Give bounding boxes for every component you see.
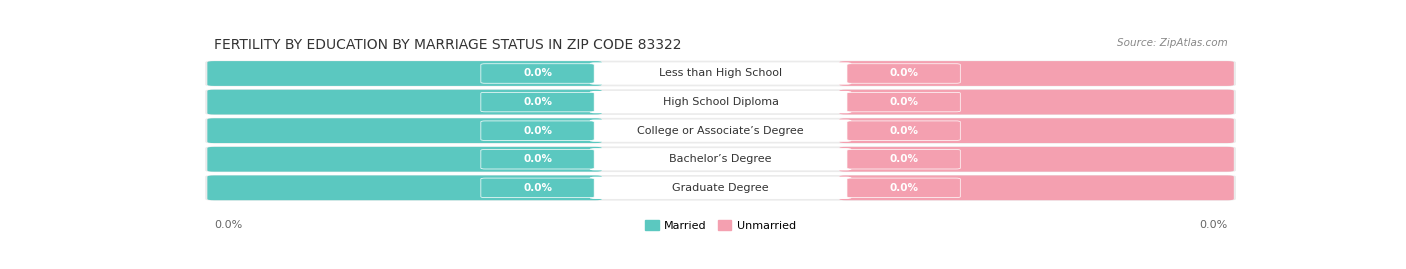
FancyBboxPatch shape — [839, 175, 1234, 200]
FancyBboxPatch shape — [481, 92, 595, 112]
Text: 0.0%: 0.0% — [889, 154, 918, 164]
FancyBboxPatch shape — [591, 91, 852, 113]
Text: Less than High School: Less than High School — [659, 69, 782, 79]
FancyBboxPatch shape — [846, 178, 960, 198]
Text: College or Associate’s Degree: College or Associate’s Degree — [637, 126, 804, 136]
FancyBboxPatch shape — [481, 178, 595, 198]
FancyBboxPatch shape — [205, 89, 1236, 115]
Text: 0.0%: 0.0% — [889, 69, 918, 79]
FancyBboxPatch shape — [839, 118, 1234, 143]
Text: 0.0%: 0.0% — [523, 69, 553, 79]
Text: High School Diploma: High School Diploma — [662, 97, 779, 107]
Text: 0.0%: 0.0% — [1199, 220, 1227, 230]
FancyBboxPatch shape — [591, 62, 852, 85]
Text: Source: ZipAtlas.com: Source: ZipAtlas.com — [1116, 38, 1227, 48]
FancyBboxPatch shape — [207, 90, 602, 115]
FancyBboxPatch shape — [205, 146, 1236, 172]
FancyBboxPatch shape — [846, 92, 960, 112]
FancyBboxPatch shape — [846, 121, 960, 140]
FancyBboxPatch shape — [205, 118, 1236, 143]
Text: FERTILITY BY EDUCATION BY MARRIAGE STATUS IN ZIP CODE 83322: FERTILITY BY EDUCATION BY MARRIAGE STATU… — [214, 38, 682, 52]
Text: 0.0%: 0.0% — [523, 97, 553, 107]
FancyBboxPatch shape — [207, 147, 602, 172]
FancyBboxPatch shape — [207, 61, 602, 86]
FancyBboxPatch shape — [481, 150, 595, 169]
Text: 0.0%: 0.0% — [523, 183, 553, 193]
FancyBboxPatch shape — [207, 175, 602, 200]
FancyBboxPatch shape — [839, 61, 1234, 86]
FancyBboxPatch shape — [481, 121, 595, 140]
FancyBboxPatch shape — [205, 61, 1236, 86]
FancyBboxPatch shape — [481, 64, 595, 83]
Legend: Married, Unmarried: Married, Unmarried — [645, 220, 796, 231]
FancyBboxPatch shape — [207, 118, 602, 143]
Text: 0.0%: 0.0% — [214, 220, 242, 230]
Text: 0.0%: 0.0% — [889, 126, 918, 136]
FancyBboxPatch shape — [205, 175, 1236, 201]
FancyBboxPatch shape — [846, 64, 960, 83]
Text: 0.0%: 0.0% — [523, 154, 553, 164]
FancyBboxPatch shape — [839, 90, 1234, 115]
Text: Bachelor’s Degree: Bachelor’s Degree — [669, 154, 772, 164]
FancyBboxPatch shape — [591, 119, 852, 142]
Text: 0.0%: 0.0% — [523, 126, 553, 136]
FancyBboxPatch shape — [846, 150, 960, 169]
Text: 0.0%: 0.0% — [889, 97, 918, 107]
Text: 0.0%: 0.0% — [889, 183, 918, 193]
FancyBboxPatch shape — [591, 177, 852, 199]
Text: Graduate Degree: Graduate Degree — [672, 183, 769, 193]
FancyBboxPatch shape — [839, 147, 1234, 172]
FancyBboxPatch shape — [591, 148, 852, 170]
